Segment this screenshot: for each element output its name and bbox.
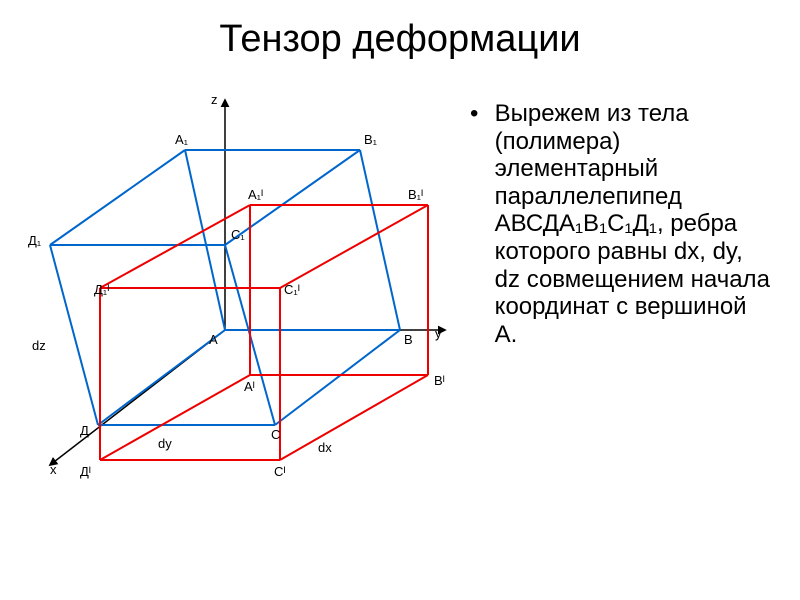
label-B: В xyxy=(404,332,413,347)
axis-label-y: y xyxy=(435,326,442,341)
label-Bp: Вᴵ xyxy=(434,373,445,388)
deformation-diagram: z y x А В С Д А₁ В₁ С₁ Д₁ Аᴵ Вᴵ Сᴵ Дᴵ А₁ᴵ В₁ᴵ С₁ᴵ Д₁ᴵ dx dy d… xyxy=(20,90,460,510)
label-Dp: Дᴵ xyxy=(80,464,91,479)
axis-label-z: z xyxy=(211,92,218,107)
label-dx: dx xyxy=(318,440,332,455)
deformed-cube xyxy=(100,205,428,460)
label-C1p: С₁ᴵ xyxy=(284,282,300,297)
label-D1p: Д₁ᴵ xyxy=(94,282,109,297)
label-B1p: В₁ᴵ xyxy=(408,187,423,202)
label-B1: В₁ xyxy=(364,132,377,147)
diagram-svg xyxy=(20,90,460,510)
body-text-block: • Вырежем из тела (полимера) элементарны… xyxy=(470,100,780,348)
axis-label-x: x xyxy=(50,462,57,477)
label-C1: С₁ xyxy=(231,227,245,242)
label-D: Д xyxy=(80,423,89,438)
slide: Тензор деформации • Вырежем из тела (пол… xyxy=(0,0,800,600)
slide-title: Тензор деформации xyxy=(0,18,800,61)
label-C: С xyxy=(271,427,280,442)
label-A: А xyxy=(209,332,218,347)
label-D1: Д₁ xyxy=(28,233,41,248)
label-A1p: А₁ᴵ xyxy=(248,187,263,202)
label-dz: dz xyxy=(32,338,46,353)
label-dy: dy xyxy=(158,436,172,451)
label-Ap: Аᴵ xyxy=(244,379,255,394)
label-Cp: Сᴵ xyxy=(274,464,286,479)
body-paragraph: Вырежем из тела (полимера) элементарный … xyxy=(495,100,775,348)
bullet-marker: • xyxy=(470,100,488,128)
label-A1: А₁ xyxy=(175,132,188,147)
